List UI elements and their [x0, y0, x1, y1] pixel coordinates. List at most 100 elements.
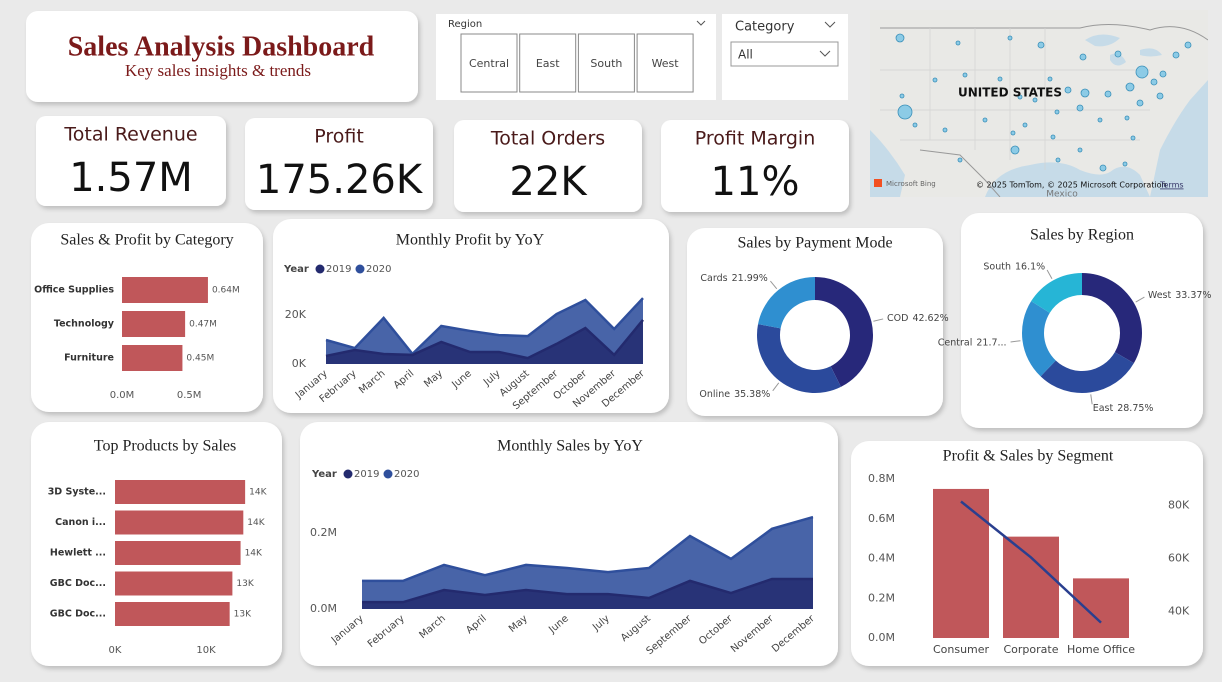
slicer-button[interactable] [577, 33, 635, 93]
map-bubble [1136, 99, 1144, 107]
map-bubble [942, 127, 948, 133]
kpi-value: 1.57M [69, 155, 193, 201]
category-label: East [1093, 403, 1114, 414]
map-bubble [1054, 109, 1060, 115]
slicer-button[interactable] [636, 33, 694, 93]
leader-line [770, 280, 778, 290]
map-bubble [1010, 130, 1016, 136]
leader-line [873, 318, 884, 322]
legend-title: Year [311, 469, 337, 480]
category-label: Cards [700, 272, 727, 283]
data-label: 14K [247, 518, 265, 528]
legend-marker [383, 469, 393, 479]
leader-line [1010, 340, 1021, 343]
slicer-option: Central [469, 57, 509, 70]
map-bubble [955, 40, 961, 46]
leader-line [772, 382, 780, 392]
data-label: 14K [249, 488, 267, 498]
kpi-label: Profit [314, 126, 364, 148]
dashboard-subtitle: Key sales insights & trends [125, 61, 311, 80]
bar [122, 277, 208, 303]
value-label: 21.99% [732, 272, 768, 283]
data-label: COD 42.62% [887, 313, 949, 324]
data-label: 13K [236, 579, 254, 589]
bar [122, 311, 186, 337]
category-label: Central [938, 337, 973, 348]
slicer-label: Category [735, 20, 795, 35]
category-label: Technology [54, 319, 115, 330]
donut-slice [756, 324, 841, 394]
category-label: 3D Syste... [48, 487, 106, 498]
value-label: 16.1% [1015, 261, 1045, 272]
dropdown[interactable] [730, 41, 839, 67]
map-bubble [1130, 135, 1136, 141]
donut-slice [1031, 273, 1082, 313]
map-water [1085, 34, 1162, 66]
bar [115, 541, 241, 565]
kpi-label: Total Orders [490, 128, 605, 150]
y-tick-label: 0.2M [868, 591, 895, 604]
map-bubble [1037, 41, 1045, 49]
chart-title: Monthly Sales by YoY [497, 438, 643, 455]
x-tick-label: 0K [109, 645, 122, 656]
map-logo: Microsoft Bing [886, 180, 936, 188]
value-label: 28.75% [1117, 403, 1153, 414]
map-bubble [1055, 157, 1061, 163]
data-label: West 33.37% [1148, 290, 1212, 301]
map[interactable]: UNITED STATES Mexico Microsoft Bing © 20… [870, 10, 1208, 200]
line [325, 319, 644, 360]
dropdown-value: All [738, 48, 753, 62]
kpi-value: 175.26K [256, 157, 424, 203]
kpi-value: 22K [509, 159, 588, 205]
data-label: Cards 21.99% [700, 272, 767, 283]
leader-line [1046, 269, 1053, 280]
map-label: UNITED STATES [958, 86, 1062, 100]
dashboard-title: Sales Analysis Dashboard [68, 31, 375, 62]
data-label: East 28.75% [1093, 403, 1154, 414]
kpi-card [454, 120, 642, 212]
y2-tick-label: 40K [1168, 605, 1190, 618]
chart-title: Top Products by Sales [94, 438, 236, 455]
map-bubble [957, 157, 963, 163]
chevron [819, 50, 831, 57]
category-label: Online [699, 388, 730, 399]
map-bubble [1079, 53, 1087, 61]
map-bubbles [895, 33, 1192, 172]
map-bubble [1114, 50, 1122, 58]
bar [115, 480, 246, 504]
chevron[interactable] [824, 21, 836, 28]
map-bubble [1150, 78, 1158, 86]
slicer-button[interactable] [519, 33, 577, 93]
map-state-lines [880, 28, 1150, 170]
slicer-button[interactable] [460, 33, 518, 93]
map-bubble [932, 77, 938, 83]
x-tick-label: Home Office [1067, 643, 1135, 656]
chart-card [961, 213, 1203, 428]
map-bubble [1097, 117, 1103, 123]
kpi-label: Total Revenue [63, 124, 197, 146]
category-label: Canon i... [55, 517, 106, 528]
line [362, 515, 814, 583]
map-label: Mexico [1046, 190, 1078, 200]
data-label: 0.47M [189, 320, 217, 330]
legend-marker [343, 469, 353, 479]
y-tick-label: 0K [292, 357, 307, 370]
map-terms[interactable]: Terms [1159, 181, 1184, 190]
map-bubble [1077, 147, 1083, 153]
map-border [880, 23, 1208, 41]
chevron[interactable] [696, 20, 706, 26]
map-water [985, 162, 1150, 197]
map-bubble [1032, 97, 1038, 103]
data-label: Central 21.7... [938, 337, 1007, 348]
map-bubble [1135, 65, 1149, 79]
chart-title: Sales & Profit by Category [60, 232, 233, 249]
slicer-option: South [590, 57, 622, 70]
kpi-value: 11% [711, 159, 800, 205]
map-bubble [1010, 145, 1020, 155]
donut-slice [1021, 301, 1056, 377]
area [362, 578, 813, 609]
donut-slice [1082, 273, 1142, 364]
bar [122, 345, 183, 371]
y2-tick-label: 80K [1168, 499, 1190, 512]
